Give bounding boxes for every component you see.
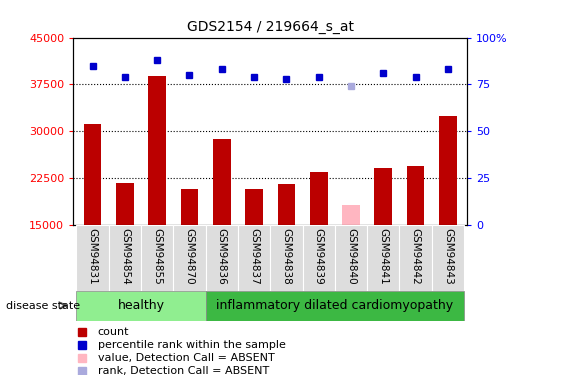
Bar xyxy=(302,225,335,291)
Text: value, Detection Call = ABSENT: value, Detection Call = ABSENT xyxy=(98,353,274,363)
Text: percentile rank within the sample: percentile rank within the sample xyxy=(98,340,285,350)
Bar xyxy=(109,225,141,291)
Bar xyxy=(342,205,360,225)
Bar xyxy=(310,172,328,225)
Bar xyxy=(400,225,432,291)
Text: GSM94839: GSM94839 xyxy=(314,228,324,285)
Text: GSM94842: GSM94842 xyxy=(410,228,421,285)
Bar xyxy=(270,225,302,291)
Bar xyxy=(181,189,198,225)
Text: rank, Detection Call = ABSENT: rank, Detection Call = ABSENT xyxy=(98,366,269,375)
Bar xyxy=(278,184,295,225)
Text: GSM94831: GSM94831 xyxy=(88,228,97,285)
Bar xyxy=(238,225,270,291)
Text: GSM94840: GSM94840 xyxy=(346,228,356,285)
Bar xyxy=(141,225,173,291)
Bar xyxy=(116,183,134,225)
Title: GDS2154 / 219664_s_at: GDS2154 / 219664_s_at xyxy=(187,20,354,34)
Text: GSM94838: GSM94838 xyxy=(282,228,292,285)
Bar xyxy=(77,225,109,291)
Bar xyxy=(77,291,205,321)
Text: disease state: disease state xyxy=(6,301,80,310)
Bar xyxy=(439,116,457,225)
Text: count: count xyxy=(98,327,129,337)
Bar xyxy=(432,225,464,291)
Bar xyxy=(213,139,231,225)
Text: GSM94854: GSM94854 xyxy=(120,228,130,285)
Text: inflammatory dilated cardiomyopathy: inflammatory dilated cardiomyopathy xyxy=(216,299,453,312)
Bar xyxy=(205,225,238,291)
Text: GSM94836: GSM94836 xyxy=(217,228,227,285)
Bar xyxy=(367,225,400,291)
Bar xyxy=(335,225,367,291)
Bar xyxy=(205,291,464,321)
Text: GSM94841: GSM94841 xyxy=(378,228,388,285)
Text: healthy: healthy xyxy=(118,299,164,312)
Bar xyxy=(173,225,205,291)
Text: GSM94855: GSM94855 xyxy=(152,228,162,285)
Bar xyxy=(84,124,101,225)
Text: GSM94870: GSM94870 xyxy=(185,228,194,285)
Bar xyxy=(406,166,425,225)
Text: GSM94843: GSM94843 xyxy=(443,228,453,285)
Text: GSM94837: GSM94837 xyxy=(249,228,259,285)
Bar xyxy=(374,168,392,225)
Bar xyxy=(245,189,263,225)
Bar xyxy=(148,76,166,225)
